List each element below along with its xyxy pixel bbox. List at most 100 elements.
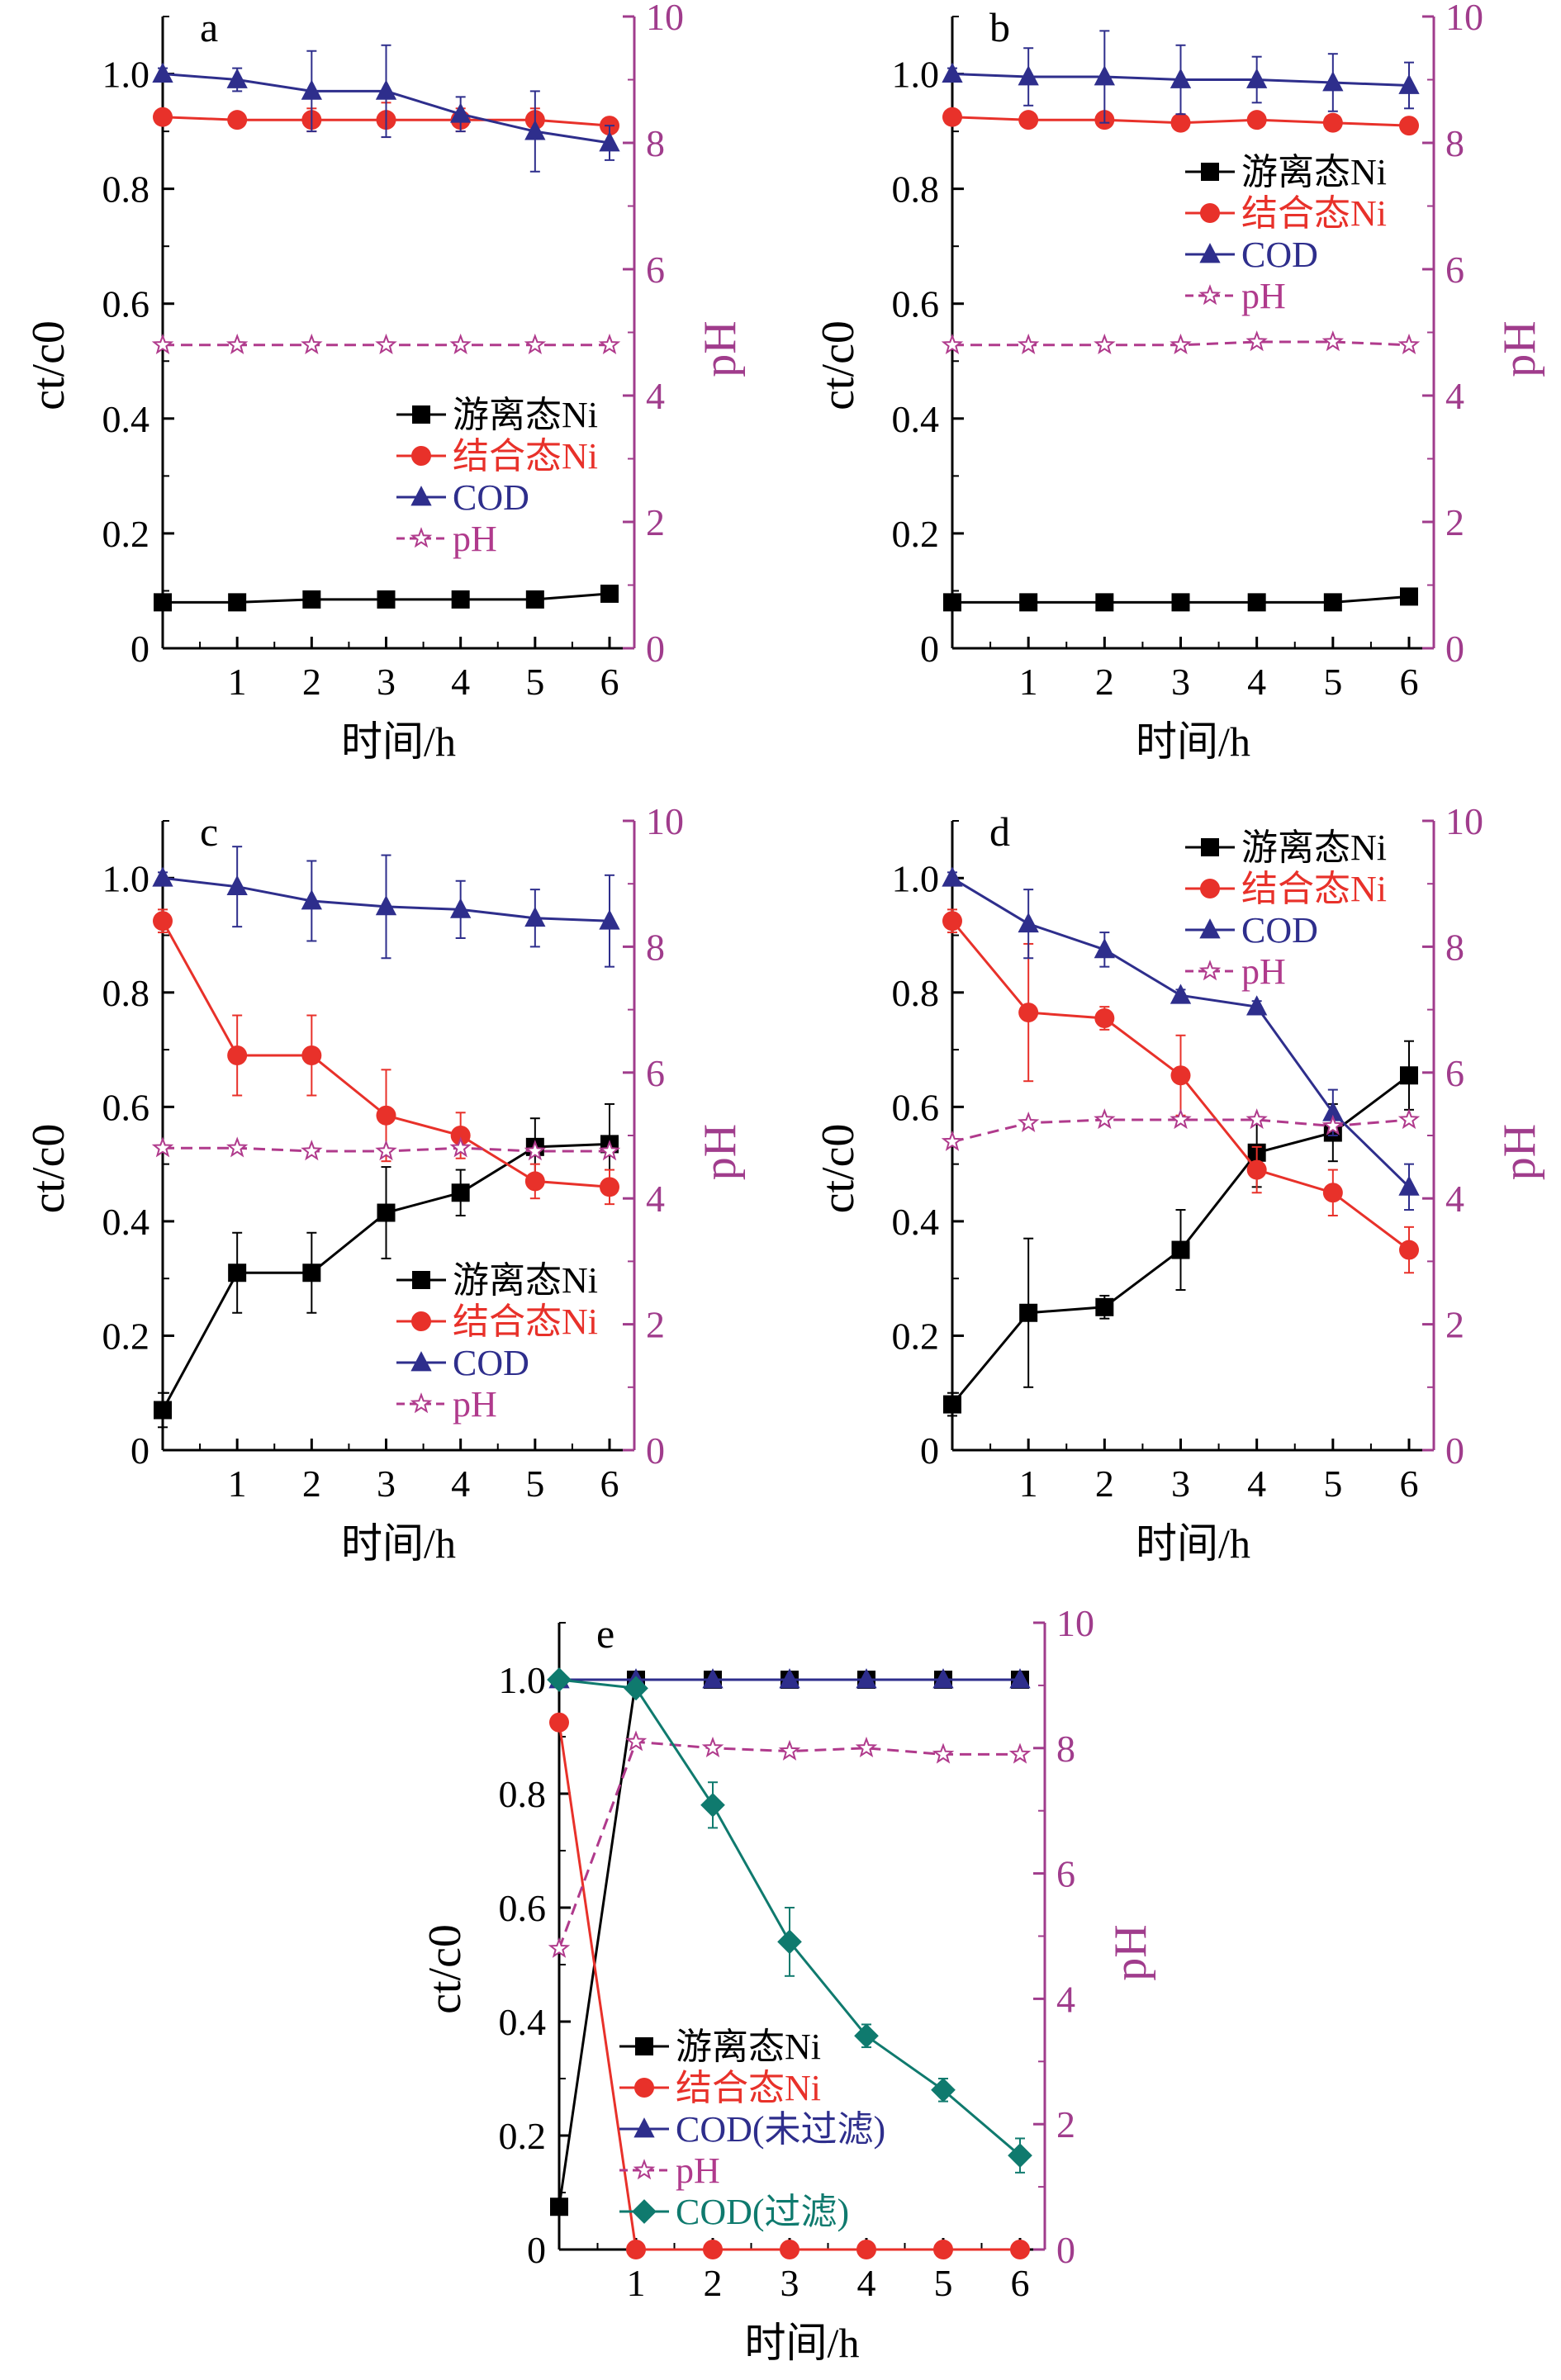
data-point (778, 1739, 801, 1761)
data-point (1017, 333, 1040, 355)
data-point (549, 1712, 569, 1733)
x-tick-label: 4 (857, 2262, 876, 2304)
x-tick-label: 1 (228, 661, 247, 703)
y2-tick-label: 4 (646, 1178, 665, 1220)
x-axis-label: 时间/h (341, 718, 456, 765)
data-point (931, 2077, 956, 2103)
legend-marker (410, 486, 432, 506)
data-point (932, 1742, 955, 1764)
x-tick-label: 4 (1247, 1463, 1266, 1505)
data-point (700, 1792, 725, 1818)
y2-tick-label: 4 (1445, 1178, 1464, 1220)
series-2 (548, 1668, 1031, 1689)
y2-tick-label: 6 (646, 1052, 665, 1094)
data-point (702, 1668, 724, 1689)
series-2 (152, 44, 620, 173)
data-point (1094, 938, 1115, 959)
data-point (1322, 112, 1343, 133)
legend-label: 游离态Ni (453, 395, 598, 435)
x-tick-label: 2 (704, 2262, 723, 2304)
y2-tick-label: 2 (646, 501, 665, 543)
data-point (1400, 1066, 1418, 1085)
data-point (301, 79, 322, 100)
data-point (942, 107, 962, 127)
x-axis-label: 时间/h (341, 1520, 456, 1567)
y-tick-label: 0.4 (102, 398, 150, 440)
data-point (1094, 65, 1115, 86)
data-point (942, 866, 963, 887)
data-point (1245, 330, 1268, 352)
data-point (600, 1177, 619, 1197)
data-point (153, 107, 173, 127)
data-point (1247, 593, 1266, 612)
data-point (449, 1136, 472, 1158)
y2-tick-label: 10 (1056, 1602, 1094, 1644)
data-point (1094, 1108, 1116, 1130)
panel-label: e (596, 1610, 614, 1657)
y-axis-label: ct/c0 (813, 320, 864, 410)
data-point (1019, 1303, 1038, 1322)
data-point (942, 62, 963, 83)
x-tick-label: 6 (600, 661, 619, 703)
data-point (376, 1105, 396, 1126)
data-point (941, 333, 964, 355)
data-point (1170, 1108, 1192, 1130)
data-point (525, 590, 544, 609)
data-point (226, 68, 248, 88)
data-point (1170, 68, 1192, 88)
y-axis-label: ct/c0 (420, 1924, 471, 2014)
x-tick-label: 5 (525, 661, 544, 703)
legend-marker (1201, 838, 1219, 856)
data-point (524, 906, 546, 927)
x-tick-label: 4 (1247, 661, 1266, 703)
data-point (701, 1736, 724, 1758)
data-point (598, 1140, 621, 1161)
y2-tick-label: 2 (1056, 2103, 1075, 2145)
data-point (301, 1045, 322, 1066)
legend-marker (411, 1311, 431, 1331)
data-point (1246, 995, 1268, 1016)
data-point (228, 1263, 247, 1282)
y-tick-label: 1.0 (102, 54, 150, 96)
y-tick-label: 0.8 (102, 168, 150, 211)
data-point (624, 1730, 648, 1752)
series-4 (547, 1667, 1032, 2174)
data-point (152, 866, 173, 887)
data-point (1019, 593, 1038, 612)
data-point (854, 2023, 879, 2049)
legend-marker (412, 405, 430, 424)
data-point (375, 79, 397, 100)
data-point (302, 590, 321, 609)
y-tick-label: 0.6 (102, 1086, 150, 1128)
series-3 (151, 1136, 621, 1161)
y2-tick-label: 2 (646, 1304, 665, 1346)
y2-tick-label: 0 (1056, 2229, 1075, 2271)
y-axis-label: ct/c0 (23, 1124, 74, 1214)
y-tick-label: 0.2 (892, 513, 940, 555)
series-3 (941, 330, 1421, 355)
y2-axis-label: pH (695, 320, 746, 377)
x-tick-label: 1 (1019, 661, 1038, 703)
legend-label: 游离态Ni (676, 2027, 821, 2067)
legend-label: COD (453, 477, 529, 518)
y2-tick-label: 6 (1445, 1052, 1464, 1094)
data-point (933, 2240, 953, 2259)
data-point (932, 1668, 954, 1689)
data-point (1398, 73, 1420, 94)
legend-label: pH (453, 519, 497, 559)
x-tick-label: 6 (1011, 2262, 1030, 2304)
legend-marker (411, 446, 431, 466)
data-point (301, 333, 323, 355)
data-point (450, 102, 472, 123)
y2-tick-label: 0 (646, 1429, 665, 1472)
data-point (302, 1263, 321, 1282)
data-point (1094, 333, 1116, 355)
y-tick-label: 0.6 (102, 283, 150, 325)
series-2 (152, 846, 620, 968)
data-point (375, 895, 397, 916)
data-point (1017, 1111, 1040, 1133)
y-tick-label: 0 (527, 2229, 546, 2271)
series-2 (942, 30, 1420, 124)
